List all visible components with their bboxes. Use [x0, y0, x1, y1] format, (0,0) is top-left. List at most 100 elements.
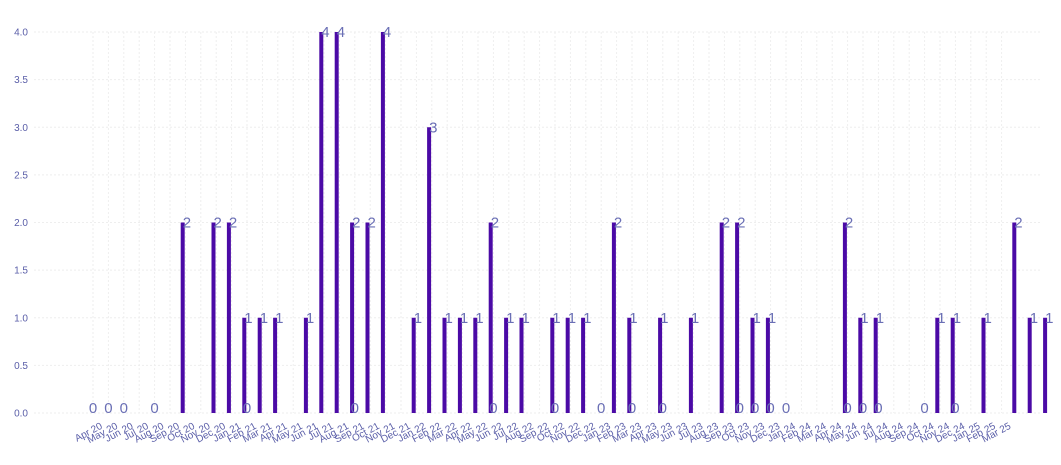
bar — [873, 317, 878, 413]
bar — [750, 317, 755, 413]
data-label: 0 — [920, 400, 928, 417]
bar — [611, 222, 616, 413]
data-label: 1 — [260, 310, 268, 327]
bar — [935, 317, 940, 413]
data-label: 0 — [628, 400, 636, 417]
bar — [765, 317, 770, 413]
data-label: 0 — [859, 400, 867, 417]
data-label: 1 — [306, 310, 314, 327]
data-label: 1 — [568, 310, 576, 327]
bar — [273, 317, 278, 413]
bar — [350, 222, 355, 413]
bar — [427, 127, 432, 413]
data-label: 1 — [475, 310, 483, 327]
bar — [365, 222, 370, 413]
bar — [180, 222, 185, 413]
data-label: 0 — [120, 400, 128, 417]
data-label: 2 — [229, 215, 237, 232]
data-label: 2 — [491, 215, 499, 232]
bar — [488, 222, 493, 413]
y-tick-label: 1.0 — [14, 313, 28, 324]
data-label: 1 — [860, 310, 868, 327]
data-label: 2 — [845, 215, 853, 232]
data-label: 0 — [104, 400, 112, 417]
bar — [581, 317, 586, 413]
bar — [442, 317, 447, 413]
data-label: 1 — [984, 310, 992, 327]
bar — [842, 222, 847, 413]
bar — [688, 317, 693, 413]
bar — [242, 317, 247, 413]
data-label: 0 — [782, 400, 790, 417]
data-label: 1 — [506, 310, 514, 327]
bar — [550, 317, 555, 413]
data-label: 1 — [445, 310, 453, 327]
data-label: 0 — [551, 400, 559, 417]
data-label: 0 — [766, 400, 774, 417]
data-label: 1 — [414, 310, 422, 327]
bar — [950, 317, 955, 413]
data-label: 0 — [351, 400, 359, 417]
data-label: 2 — [614, 215, 622, 232]
y-tick-label: 4.0 — [14, 28, 28, 39]
data-label: 0 — [659, 400, 667, 417]
data-label: 1 — [1030, 310, 1038, 327]
y-axis: 0.0 0.5 1.0 1.5 2.0 2.5 3.0 3.5 4.0 — [14, 28, 28, 420]
bar — [719, 222, 724, 413]
y-tick-label: 1.5 — [14, 266, 28, 277]
bar — [319, 32, 324, 413]
data-label: 1 — [583, 310, 591, 327]
data-label: 0 — [843, 400, 851, 417]
data-label: 0 — [489, 400, 497, 417]
data-label: 2 — [352, 215, 360, 232]
data-label: 2 — [214, 215, 222, 232]
y-tick-label: 0.5 — [14, 361, 28, 372]
bar — [1043, 317, 1048, 413]
data-label: 1 — [768, 310, 776, 327]
bar — [211, 222, 216, 413]
data-label: 2 — [183, 215, 191, 232]
bar — [519, 317, 524, 413]
data-label: 2 — [722, 215, 730, 232]
data-label: 1 — [460, 310, 468, 327]
data-label: 3 — [429, 119, 437, 136]
bar — [1027, 317, 1032, 413]
data-label: 1 — [522, 310, 530, 327]
y-tick-label: 2.5 — [14, 170, 28, 181]
data-label: 1 — [876, 310, 884, 327]
bar — [627, 317, 632, 413]
bar — [226, 222, 231, 413]
bar — [257, 317, 262, 413]
bar — [981, 317, 986, 413]
data-label: 1 — [629, 310, 637, 327]
data-label: 2 — [1014, 215, 1022, 232]
data-label: 2 — [737, 215, 745, 232]
data-label: 1 — [275, 310, 283, 327]
data-label: 4 — [321, 24, 329, 41]
bar — [1012, 222, 1017, 413]
bar — [303, 317, 308, 413]
data-label: 1 — [691, 310, 699, 327]
data-label: 1 — [753, 310, 761, 327]
bar — [735, 222, 740, 413]
data-label: 1 — [552, 310, 560, 327]
data-label: 0 — [951, 400, 959, 417]
grid-layer — [34, 31, 1041, 414]
data-label: 1 — [937, 310, 945, 327]
data-label: 0 — [150, 400, 158, 417]
y-tick-label: 0.0 — [14, 409, 28, 420]
data-label: 0 — [597, 400, 605, 417]
data-label: 0 — [243, 400, 251, 417]
bar — [334, 32, 339, 413]
bar — [411, 317, 416, 413]
bar — [380, 32, 385, 413]
bar — [473, 317, 478, 413]
data-label: 1 — [953, 310, 961, 327]
bars-layer — [180, 32, 1048, 413]
data-label: 4 — [337, 24, 345, 41]
data-label: 2 — [368, 215, 376, 232]
